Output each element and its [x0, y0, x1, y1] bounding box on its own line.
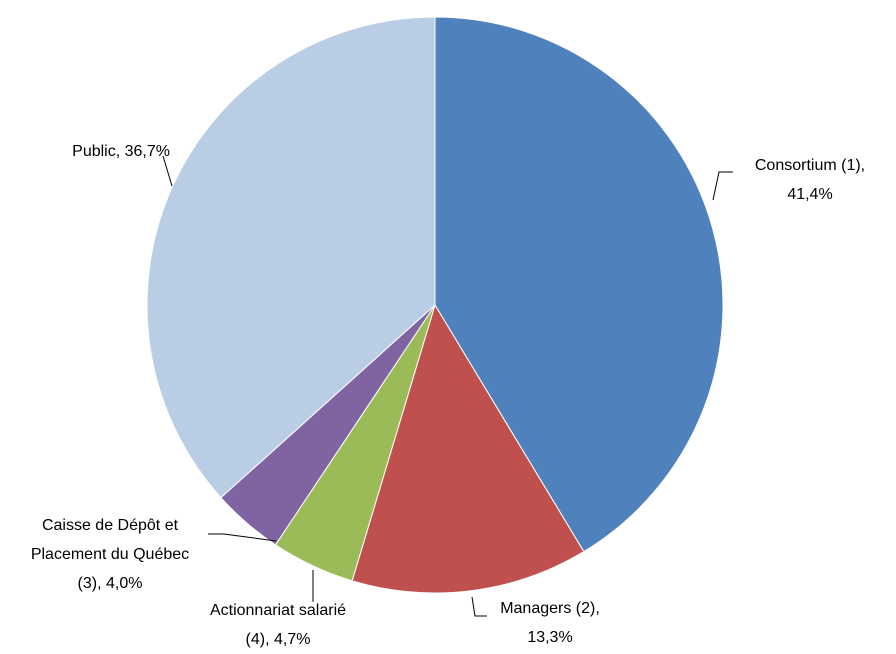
leader-lines [162, 155, 733, 617]
pie [146, 16, 724, 594]
leader-line [712, 171, 733, 201]
leader-line [208, 533, 277, 542]
category-label: Public, [72, 143, 121, 160]
slice-label: Public, 36,7% [20, 137, 170, 166]
slice-label: Caisse de Dépôt et Placement du Québec (… [30, 511, 190, 598]
pie-slice [351, 303, 585, 594]
category-label: Consortium (1), [754, 157, 866, 174]
leader-line [162, 155, 173, 187]
slice-label: Actionnariat salarié (4), 4,7% [208, 596, 348, 654]
category-label: Caisse de Dépôt et Placement du Québec (… [30, 517, 190, 592]
slice-label: Managers (2), 13,3% [480, 594, 620, 652]
value-label: 4,0% [105, 575, 143, 592]
slice-label: Consortium (1), 41,4% [735, 151, 885, 209]
pie-slice [146, 16, 436, 499]
value-label: 4,7% [273, 631, 311, 648]
leader-line [471, 596, 487, 617]
category-label: Actionnariat salarié (4), [209, 602, 347, 648]
value-label: 36,7% [124, 143, 170, 160]
pie-slice [434, 16, 724, 553]
category-label: Managers (2), [500, 600, 600, 617]
value-label: 13,3% [527, 629, 573, 646]
value-label: 41,4% [787, 186, 833, 203]
